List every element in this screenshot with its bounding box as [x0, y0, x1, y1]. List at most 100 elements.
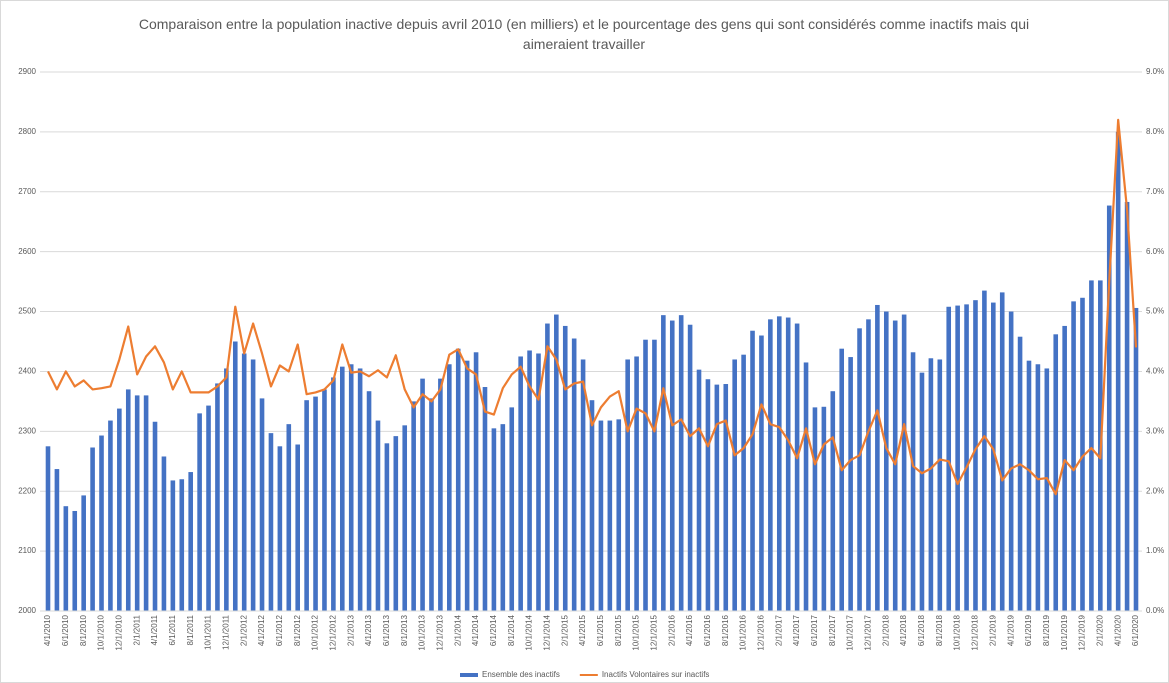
- x-tick-label: 12/1/2011: [221, 614, 230, 650]
- x-tick-label: 4/1/2017: [792, 614, 801, 646]
- x-tick-label: 2/1/2018: [881, 614, 890, 646]
- bar: [964, 304, 969, 611]
- x-tick-label: 2/1/2019: [988, 614, 997, 646]
- x-tick-label: 12/1/2010: [114, 614, 123, 650]
- bar: [625, 359, 630, 611]
- bar: [554, 314, 559, 611]
- bar: [1106, 205, 1112, 611]
- y2-tick-label: 1.0%: [1146, 546, 1164, 555]
- bar: [919, 372, 925, 611]
- bar: [696, 369, 702, 611]
- bar: [170, 480, 176, 611]
- x-tick-label: 4/1/2012: [257, 614, 266, 646]
- bar: [946, 306, 952, 611]
- bar: [643, 339, 648, 611]
- bar: [348, 364, 354, 611]
- x-tick-label: 2/1/2016: [667, 614, 676, 646]
- bar: [313, 396, 318, 611]
- x-tick-label: 2/1/2012: [239, 614, 248, 646]
- bar: [224, 368, 229, 611]
- bar: [607, 420, 613, 611]
- bar: [1062, 325, 1067, 611]
- x-tick-label: 2/1/2015: [560, 614, 569, 646]
- bar: [1115, 131, 1121, 611]
- x-tick-label: 6/1/2012: [275, 614, 284, 646]
- bar: [794, 323, 800, 611]
- bar: [1026, 360, 1032, 611]
- x-tick-label: 10/1/2017: [846, 614, 855, 650]
- x-tick-label: 8/1/2013: [400, 614, 409, 646]
- bar: [90, 447, 95, 611]
- bar: [259, 398, 265, 611]
- x-tick-label: 12/1/2012: [328, 614, 337, 650]
- x-tick-label: 10/1/2018: [953, 614, 962, 650]
- y-tick-label: 2600: [18, 247, 36, 256]
- bar: [955, 305, 960, 611]
- y2-tick-label: 7.0%: [1146, 187, 1164, 196]
- bar: [1080, 297, 1085, 611]
- x-tick-label: 10/1/2011: [204, 614, 213, 650]
- x-tick-label: 6/1/2013: [382, 614, 391, 646]
- y-tick-label: 2500: [18, 307, 36, 316]
- bar: [1089, 280, 1094, 611]
- y2-tick-label: 4.0%: [1146, 367, 1164, 376]
- x-tick-label: 10/1/2015: [632, 614, 641, 650]
- bar: [143, 395, 149, 611]
- bar: [759, 335, 764, 611]
- bar: [241, 353, 247, 611]
- bar: [848, 357, 853, 611]
- bar: [197, 413, 202, 611]
- bar: [678, 315, 684, 611]
- bar: [188, 472, 193, 611]
- bar: [447, 364, 452, 611]
- y-tick-label: 2400: [18, 367, 36, 376]
- bar: [1008, 311, 1014, 611]
- bar: [973, 300, 978, 611]
- bar: [375, 420, 381, 611]
- bar: [491, 428, 497, 611]
- x-tick-label: 12/1/2018: [971, 614, 980, 650]
- bar: [892, 320, 898, 611]
- bar: [179, 479, 185, 611]
- bar: [883, 311, 889, 611]
- legend-label: Inactifs Volontaires sur inactifs: [602, 670, 710, 679]
- bar: [473, 352, 479, 611]
- x-tick-label: 10/1/2016: [739, 614, 748, 650]
- bar: [982, 290, 987, 611]
- bar: [768, 319, 773, 611]
- x-tick-label: 8/1/2015: [614, 614, 623, 646]
- x-tick-label: 8/1/2010: [79, 614, 88, 646]
- bar: [500, 424, 506, 611]
- bar: [652, 339, 657, 611]
- y2-tick-label: 9.0%: [1146, 67, 1164, 76]
- bar: [812, 407, 818, 611]
- bar: [286, 424, 292, 611]
- x-tick-label: 2/1/2013: [346, 614, 355, 646]
- bar: [705, 379, 711, 611]
- bar: [393, 436, 399, 611]
- x-tick-label: 6/1/2011: [168, 614, 177, 645]
- y2-tick-label: 8.0%: [1146, 127, 1164, 136]
- x-tick-label: 2/1/2014: [453, 614, 462, 646]
- y-tick-label: 2100: [18, 546, 36, 555]
- bar: [268, 433, 274, 611]
- bar: [714, 384, 720, 611]
- bar: [589, 400, 595, 611]
- bar: [536, 353, 541, 611]
- bar: [634, 356, 639, 611]
- x-tick-label: 4/1/2010: [43, 614, 52, 646]
- line: [47, 118, 1138, 496]
- bar: [232, 341, 238, 611]
- x-tick-label: 2/1/2011: [132, 614, 141, 645]
- y2-tick-label: 5.0%: [1146, 307, 1164, 316]
- x-tick-label: 2/1/2017: [774, 614, 783, 646]
- bar: [117, 408, 122, 611]
- x-tick-label: 10/1/2019: [1060, 614, 1069, 650]
- x-tick-label: 8/1/2011: [186, 614, 195, 645]
- y-tick-label: 2700: [18, 187, 36, 196]
- x-tick-label: 4/1/2018: [899, 614, 908, 646]
- x-tick-label: 2/1/2020: [1095, 614, 1104, 646]
- x-tick-label: 8/1/2017: [828, 614, 837, 646]
- bar: [687, 324, 693, 611]
